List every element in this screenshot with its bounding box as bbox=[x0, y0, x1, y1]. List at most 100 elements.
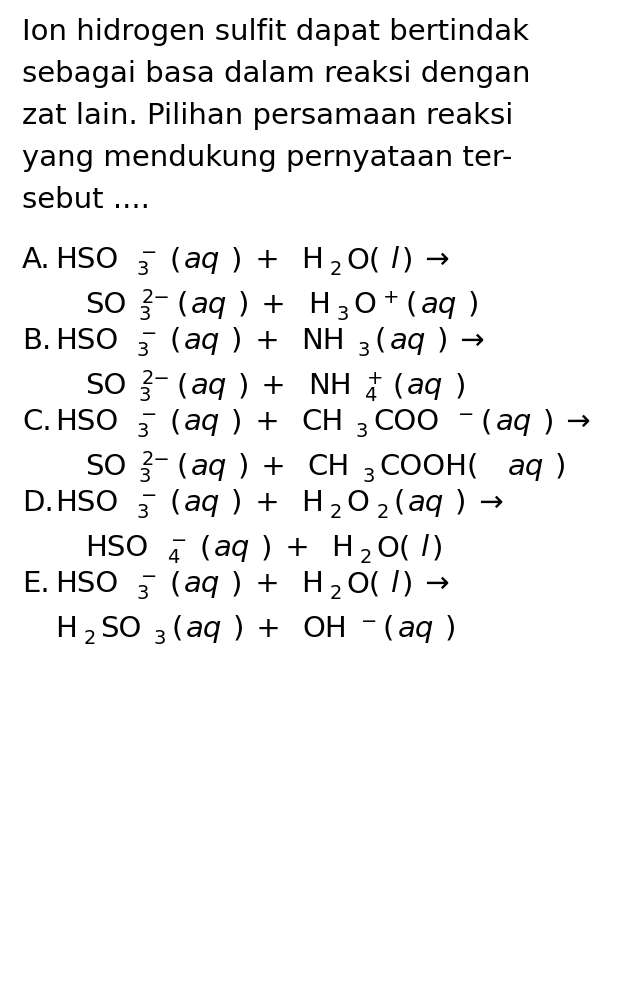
Text: aq: aq bbox=[191, 453, 227, 481]
Text: HSO: HSO bbox=[55, 569, 118, 597]
Text: H: H bbox=[301, 245, 323, 274]
Text: 2−: 2− bbox=[141, 450, 170, 469]
Text: aq: aq bbox=[184, 569, 220, 597]
Text: l: l bbox=[391, 245, 399, 274]
Text: 4: 4 bbox=[364, 386, 376, 405]
Text: aq: aq bbox=[184, 327, 220, 355]
Text: −: − bbox=[141, 243, 158, 262]
Text: yang mendukung pernyataan ter-: yang mendukung pernyataan ter- bbox=[22, 144, 512, 171]
Text: +: + bbox=[247, 614, 290, 642]
Text: →: → bbox=[557, 408, 590, 436]
Text: ): ) bbox=[401, 245, 413, 274]
Text: ): ) bbox=[231, 408, 242, 436]
Text: 3: 3 bbox=[362, 467, 375, 485]
Text: →: → bbox=[416, 245, 449, 274]
Text: +: + bbox=[252, 372, 295, 400]
Text: 2: 2 bbox=[83, 628, 96, 647]
Text: (: ( bbox=[383, 614, 394, 642]
Text: sebagai basa dalam reaksi dengan: sebagai basa dalam reaksi dengan bbox=[22, 60, 530, 88]
Text: 2−: 2− bbox=[141, 288, 170, 307]
Text: H: H bbox=[331, 533, 353, 561]
Text: −: − bbox=[361, 611, 377, 630]
Text: +: + bbox=[246, 489, 289, 516]
Text: ): ) bbox=[233, 614, 244, 642]
Text: H: H bbox=[55, 614, 77, 642]
Text: aq: aq bbox=[184, 489, 220, 516]
Text: B.: B. bbox=[22, 327, 51, 355]
Text: HSO: HSO bbox=[55, 327, 118, 355]
Text: 4: 4 bbox=[167, 547, 179, 566]
Text: ): ) bbox=[542, 408, 553, 436]
Text: aq: aq bbox=[408, 489, 444, 516]
Text: (: ( bbox=[200, 533, 211, 561]
Text: 3: 3 bbox=[336, 305, 349, 324]
Text: 2: 2 bbox=[376, 502, 389, 521]
Text: SO: SO bbox=[85, 291, 126, 319]
Text: ): ) bbox=[231, 569, 242, 597]
Text: H: H bbox=[301, 569, 323, 597]
Text: O(: O( bbox=[347, 569, 381, 597]
Text: ): ) bbox=[231, 489, 242, 516]
Text: (: ( bbox=[170, 408, 181, 436]
Text: −: − bbox=[141, 567, 158, 586]
Text: (: ( bbox=[171, 614, 182, 642]
Text: ): ) bbox=[444, 614, 456, 642]
Text: (: ( bbox=[393, 372, 404, 400]
Text: 3: 3 bbox=[136, 260, 149, 279]
Text: l: l bbox=[421, 533, 429, 561]
Text: SO: SO bbox=[85, 453, 126, 481]
Text: →: → bbox=[416, 569, 449, 597]
Text: 2: 2 bbox=[359, 547, 372, 566]
Text: ): ) bbox=[238, 453, 249, 481]
Text: +: + bbox=[382, 288, 399, 307]
Text: SO: SO bbox=[85, 372, 126, 400]
Text: 3: 3 bbox=[136, 583, 149, 602]
Text: →: → bbox=[470, 489, 503, 516]
Text: HSO: HSO bbox=[85, 533, 148, 561]
Text: 3: 3 bbox=[154, 628, 167, 647]
Text: (: ( bbox=[176, 291, 187, 319]
Text: D.: D. bbox=[22, 489, 54, 516]
Text: ): ) bbox=[401, 569, 413, 597]
Text: ): ) bbox=[261, 533, 272, 561]
Text: aq: aq bbox=[508, 453, 544, 481]
Text: (: ( bbox=[170, 489, 181, 516]
Text: aq: aq bbox=[421, 291, 457, 319]
Text: NH: NH bbox=[301, 327, 345, 355]
Text: ): ) bbox=[454, 372, 466, 400]
Text: 2: 2 bbox=[329, 583, 342, 602]
Text: COO: COO bbox=[373, 408, 439, 436]
Text: HSO: HSO bbox=[55, 489, 118, 516]
Text: →: → bbox=[451, 327, 485, 355]
Text: (: ( bbox=[176, 372, 187, 400]
Text: 3: 3 bbox=[136, 341, 149, 360]
Text: NH: NH bbox=[308, 372, 351, 400]
Text: aq: aq bbox=[186, 614, 222, 642]
Text: +: + bbox=[252, 453, 295, 481]
Text: (: ( bbox=[393, 489, 405, 516]
Text: HSO: HSO bbox=[55, 245, 118, 274]
Text: 2−: 2− bbox=[141, 369, 170, 388]
Text: −: − bbox=[458, 405, 475, 424]
Text: +: + bbox=[367, 369, 384, 388]
Text: ): ) bbox=[431, 533, 443, 561]
Text: 3: 3 bbox=[136, 422, 149, 441]
Text: −: − bbox=[141, 324, 158, 343]
Text: (: ( bbox=[170, 245, 181, 274]
Text: ): ) bbox=[436, 327, 448, 355]
Text: aq: aq bbox=[191, 291, 227, 319]
Text: 3: 3 bbox=[138, 305, 151, 324]
Text: 3: 3 bbox=[138, 386, 151, 405]
Text: CH: CH bbox=[308, 453, 350, 481]
Text: zat lain. Pilihan persamaan reaksi: zat lain. Pilihan persamaan reaksi bbox=[22, 102, 513, 130]
Text: 3: 3 bbox=[356, 422, 368, 441]
Text: ): ) bbox=[238, 372, 249, 400]
Text: aq: aq bbox=[214, 533, 250, 561]
Text: ): ) bbox=[455, 489, 466, 516]
Text: A.: A. bbox=[22, 245, 51, 274]
Text: C.: C. bbox=[22, 408, 51, 436]
Text: (: ( bbox=[481, 408, 492, 436]
Text: (: ( bbox=[375, 327, 386, 355]
Text: (: ( bbox=[170, 327, 181, 355]
Text: 3: 3 bbox=[136, 502, 149, 521]
